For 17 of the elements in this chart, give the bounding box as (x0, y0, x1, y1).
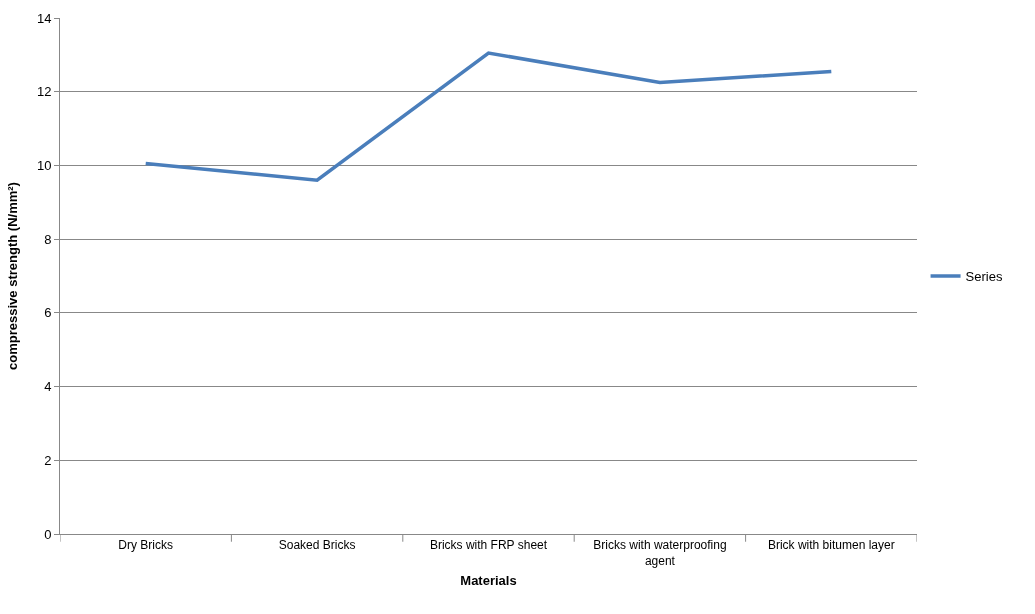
x-tick-label: Soaked Bricks (278, 538, 356, 553)
y-tick-label: 6 (44, 305, 52, 321)
y-tick-label: 12 (36, 84, 52, 100)
line-series (143, 51, 834, 182)
x-tick-label: Bricks with FRP sheet (429, 538, 548, 553)
y-tick-label: 14 (36, 10, 52, 26)
y-tick-label: 8 (44, 231, 52, 247)
x-axis-title: Materials (460, 572, 517, 588)
y-tick-label: 0 (44, 526, 52, 542)
y-tick-label: 2 (44, 452, 52, 468)
x-tick-label: Dry Bricks (118, 538, 174, 553)
y-axis-title: compressive strength (N/mm²) (4, 182, 20, 370)
y-tick-label: 10 (36, 157, 52, 173)
x-tick-label: Brick with bitumen layer (767, 538, 895, 553)
legend-label: Series (965, 269, 1003, 285)
y-tick-label: 4 (44, 379, 52, 395)
x-tick-label: Bricks with waterproofing agent (593, 538, 727, 568)
